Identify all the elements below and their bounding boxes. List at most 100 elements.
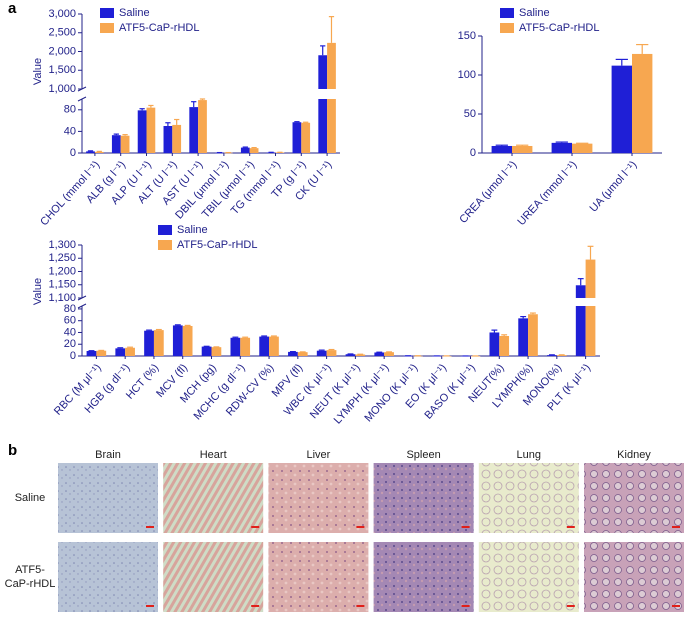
y-tick-label: 1,500 — [48, 64, 76, 76]
bar — [528, 314, 538, 356]
y-tick-label: 0 — [70, 350, 76, 362]
bar — [556, 355, 567, 356]
y-tick-label: 60 — [64, 315, 76, 327]
micrograph — [373, 542, 474, 612]
legend-swatch — [100, 8, 114, 18]
micrograph — [268, 463, 369, 533]
bar — [288, 351, 298, 356]
y-tick-label: 1,200 — [48, 265, 76, 277]
bar — [292, 122, 302, 153]
bar — [632, 53, 653, 153]
bar — [125, 347, 135, 356]
y-tick-label: 0 — [70, 147, 76, 159]
bar — [144, 330, 154, 356]
bar — [327, 42, 336, 89]
bar — [201, 346, 212, 356]
column-label: Brain — [95, 449, 121, 461]
y-tick-label: 150 — [458, 30, 476, 42]
bar — [547, 355, 557, 356]
bar — [551, 142, 572, 153]
bar — [94, 151, 104, 153]
bar — [86, 351, 97, 356]
bar — [345, 354, 356, 356]
bar — [240, 337, 251, 356]
bar — [585, 259, 596, 298]
bar — [355, 354, 366, 356]
bar — [384, 352, 394, 356]
bar — [198, 100, 207, 153]
y-tick-label: 20 — [64, 338, 76, 350]
bar — [96, 350, 107, 356]
bar — [182, 326, 193, 356]
micrograph — [584, 463, 684, 533]
legend-label: ATF5-CaP-rHDL — [519, 22, 599, 34]
bar — [512, 145, 533, 153]
bar — [301, 122, 311, 153]
bar — [163, 126, 173, 153]
micrograph — [268, 542, 369, 612]
y-tick-label: 2,000 — [48, 45, 76, 57]
bar — [120, 135, 130, 153]
bar — [240, 147, 250, 153]
y-tick-label: 0 — [470, 147, 476, 159]
y-tick-label: 40 — [64, 125, 76, 137]
panel-label: a — [8, 0, 17, 17]
y-tick-label: 2,500 — [48, 27, 76, 39]
row-label: Saline — [15, 492, 46, 504]
micrograph — [478, 542, 579, 612]
bar — [111, 135, 121, 153]
column-label: Heart — [200, 449, 227, 461]
bar — [499, 336, 510, 356]
bar — [153, 330, 164, 356]
axis-break — [77, 303, 87, 309]
bar — [489, 332, 500, 356]
column-label: Spleen — [406, 449, 440, 461]
column-label: Lung — [517, 449, 541, 461]
legend-swatch — [500, 8, 514, 18]
bar — [611, 65, 632, 153]
y-tick-label: 1,250 — [48, 252, 76, 264]
y-axis-title: Value — [32, 278, 44, 305]
y-tick-label: 50 — [464, 108, 476, 120]
legend-swatch — [158, 225, 172, 235]
row-label: ATF5- — [15, 564, 45, 576]
column-label: Kidney — [617, 449, 651, 461]
bar — [585, 306, 596, 356]
micrograph — [163, 463, 264, 533]
bar — [137, 110, 147, 153]
bar — [316, 350, 327, 356]
bar — [249, 148, 259, 153]
bar — [115, 348, 126, 356]
y-tick-label: 1,100 — [48, 292, 76, 304]
bar — [326, 350, 337, 356]
y-tick-label: 1,150 — [48, 279, 76, 291]
x-tick-label: CREA (μmol l⁻¹) — [457, 159, 519, 226]
bar — [172, 124, 182, 153]
bar — [575, 285, 586, 298]
bar — [211, 347, 222, 356]
bar — [259, 336, 270, 356]
bar — [269, 336, 279, 356]
bar — [575, 306, 586, 356]
y-tick-label: 1,300 — [48, 239, 76, 251]
y-tick-label: 3,000 — [48, 8, 76, 20]
legend-swatch — [100, 23, 114, 33]
micrograph — [584, 542, 684, 612]
bar — [297, 352, 308, 356]
micrograph — [478, 463, 579, 533]
y-tick-label: 40 — [64, 326, 76, 338]
bar — [318, 55, 328, 89]
bar — [318, 99, 328, 153]
bar — [86, 151, 95, 153]
legend-label: ATF5-CaP-rHDL — [119, 22, 199, 34]
y-tick-label: 80 — [64, 104, 76, 116]
bar — [172, 325, 183, 356]
micrograph — [58, 463, 158, 533]
legend-label: ATF5-CaP-rHDL — [177, 239, 257, 251]
bar — [374, 352, 385, 356]
bar — [230, 337, 241, 356]
panel-label: b — [8, 442, 17, 459]
bar — [518, 318, 529, 356]
bar — [491, 145, 512, 153]
bar — [189, 107, 199, 153]
